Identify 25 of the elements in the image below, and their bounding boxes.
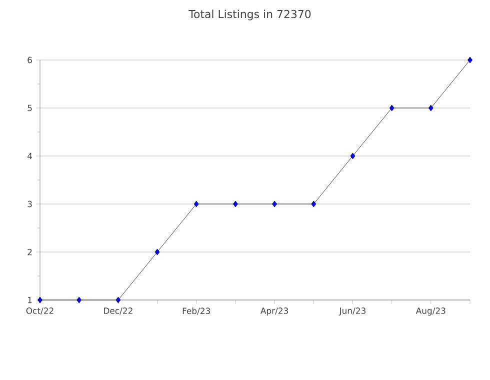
point xyxy=(272,200,277,208)
y-tick-label: 1 xyxy=(28,296,32,304)
point xyxy=(311,200,316,208)
point xyxy=(350,152,356,160)
y-tick-label: 6 xyxy=(28,56,32,64)
x-tick-label: Feb/23 xyxy=(182,308,210,315)
x-tick-label: Jun/23 xyxy=(338,308,366,316)
point xyxy=(194,200,199,208)
point xyxy=(428,104,434,112)
x-tick-label: Oct/22 xyxy=(26,308,54,315)
y-tick-label: 5 xyxy=(28,104,32,112)
y-tick-label: 3 xyxy=(28,200,32,208)
point xyxy=(116,296,121,304)
point xyxy=(76,296,82,304)
x-tick-label: Aug/23 xyxy=(416,308,446,316)
point xyxy=(154,248,160,256)
point xyxy=(233,200,238,208)
point xyxy=(38,296,42,304)
x-tick-label: Dec/22 xyxy=(104,308,132,315)
y-tick-label: 4 xyxy=(28,152,32,160)
x-tick-label: Apr/23 xyxy=(260,308,288,316)
chart-title: Total Listings in 72370 xyxy=(188,10,311,20)
y-tick-label: 2 xyxy=(28,248,32,256)
point xyxy=(389,104,394,112)
point xyxy=(468,56,472,64)
